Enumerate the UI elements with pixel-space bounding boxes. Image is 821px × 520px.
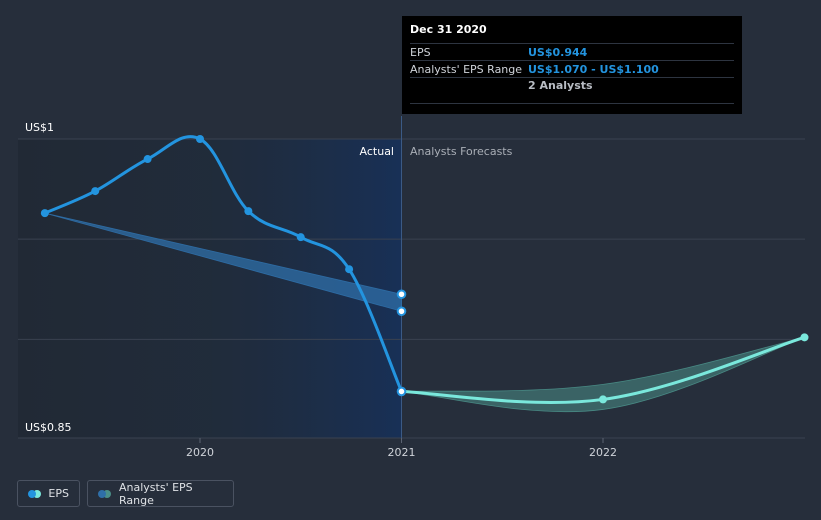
tooltip-range-value: US$1.070 - US$1.100 — [528, 62, 659, 76]
range-band-0 — [44, 212, 402, 312]
legend-eps-label: EPS — [48, 487, 69, 500]
legend-range-button[interactable]: Analysts' EPS Range — [87, 480, 234, 507]
series-0-point-1 — [91, 187, 100, 196]
x-tick-label-0: 2020 — [186, 446, 214, 459]
series-1-point-1 — [599, 395, 607, 404]
series-0-point-3 — [196, 135, 204, 143]
series-0-point-0 — [40, 209, 49, 218]
y-axis-max-label: US$1 — [25, 121, 54, 134]
forecast-region-label: Analysts Forecasts — [410, 145, 513, 158]
y-axis-min-label: US$0.85 — [25, 421, 72, 434]
x-axis-ticks: 2020 2021 2022 — [186, 438, 617, 459]
series-0-point-2 — [143, 155, 152, 164]
tooltip-range-key: Analysts' EPS Range — [410, 62, 523, 76]
legend-range-icon — [98, 489, 111, 498]
tooltip-eps-value: US$0.944 — [528, 45, 588, 59]
tooltip-row-eps: EPS US$0.944 — [410, 43, 734, 60]
tooltip-eps-key: EPS — [410, 45, 431, 59]
range-end-marker-0 — [396, 289, 407, 300]
x-tick-label-1: 2021 — [388, 446, 416, 459]
series-0-point-5 — [296, 233, 305, 242]
tooltip-title: Dec 31 2020 — [410, 23, 487, 36]
tooltip-row-analysts: 2 Analysts — [410, 77, 734, 104]
series-0-point-4 — [244, 207, 253, 216]
actual-region-label: Actual — [360, 145, 394, 158]
legend-range-label: Analysts' EPS Range — [119, 480, 193, 507]
tooltip: Dec 31 2020 EPS US$0.944 Analysts' EPS R… — [402, 16, 742, 114]
series-1-point-2 — [800, 333, 809, 342]
x-tick-label-2: 2022 — [589, 446, 617, 459]
legend-eps-button[interactable]: EPS — [17, 480, 80, 507]
series-points — [40, 135, 809, 404]
tooltip-row-range: Analysts' EPS Range US$1.070 - US$1.100 — [410, 60, 734, 77]
series-0-point-7 — [396, 386, 407, 397]
series-0-point-6 — [345, 265, 354, 274]
range-end-marker-1 — [396, 306, 407, 317]
legend-eps-icon — [28, 489, 41, 498]
tooltip-analyst-count: 2 Analysts — [528, 79, 593, 92]
